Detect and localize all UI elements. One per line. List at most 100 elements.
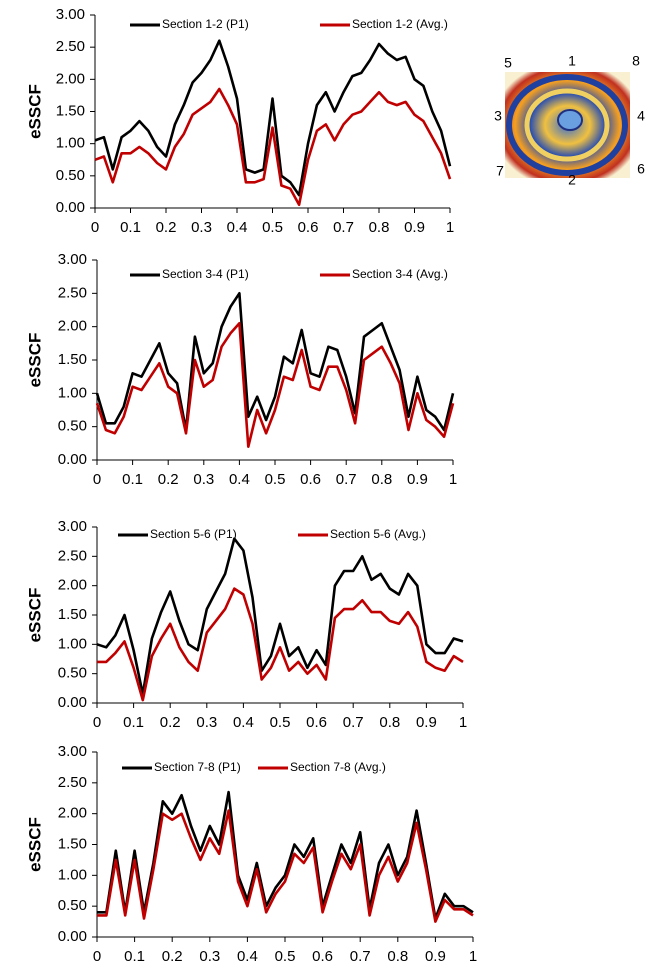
inset-core [557,109,583,131]
y-tick-label: 2.50 [56,38,85,55]
y-tick-label: 1.00 [56,135,85,152]
x-tick-label: 0.8 [371,471,392,488]
x-tick-label: 0.1 [120,219,141,236]
y-tick-label: 1.00 [58,635,87,652]
x-tick-label: 0.6 [298,219,319,236]
y-tick-label: 1.50 [56,102,85,119]
y-tick-label: 3.00 [58,743,87,760]
x-tick-label: 0.4 [227,219,248,236]
x-tick-label: 0.9 [404,219,425,236]
x-tick-label: 0.3 [196,714,217,731]
x-tick-label: 0.4 [237,948,258,965]
y-tick-label: 0.00 [58,694,87,711]
y-tick-label: 0.50 [58,897,87,914]
series-line [94,87,452,207]
x-tick-label: 0.5 [262,219,283,236]
x-tick-label: 0.7 [350,948,371,965]
y-tick-label: 0.00 [56,199,85,216]
x-tick-label: 0.7 [336,471,357,488]
y-tick-label: 2.00 [58,805,87,822]
y-tick-label: 0.50 [56,167,85,184]
y-axis-title: eSSCF [25,817,44,872]
y-tick-label: 2.00 [56,70,85,87]
x-tick-label: 1 [446,219,454,236]
x-tick-label: 0.8 [369,219,390,236]
x-tick-label: 0.2 [162,948,183,965]
legend-label: Section 1-2 (Avg.) [352,17,448,31]
series-line [97,809,474,923]
series-line [97,790,474,920]
x-tick-label: 0.9 [425,948,446,965]
x-tick-label: 0 [93,714,101,731]
inset-label: 5 [504,55,512,71]
y-tick-label: 2.00 [58,577,87,594]
x-tick-label: 1 [459,714,467,731]
x-tick-label: 0.5 [275,948,296,965]
inset-label: 3 [494,108,502,124]
x-tick-label: 0.1 [123,714,144,731]
x-tick-label: 0.1 [124,948,145,965]
y-tick-label: 2.50 [58,547,87,564]
x-tick-label: 0.4 [229,471,250,488]
chart: 0.00 0.50 1.00 1.50 2.00 2.50 3.00 0 0.1 0.2 0.3 0.… [25,6,454,236]
y-tick-label: 0.00 [58,451,87,468]
y-tick-label: 1.50 [58,351,87,368]
x-tick-label: 0.8 [379,714,400,731]
y-tick-label: 2.00 [58,318,87,335]
chart: 0.00 0.50 1.00 1.50 2.00 2.50 3.00 0 0.1 0.2 0.3 0.… [25,518,467,731]
series-line [95,322,455,448]
inset-label: 8 [632,53,640,69]
y-tick-label: 1.00 [58,384,87,401]
legend-label: Section 5-6 (Avg.) [330,527,426,541]
y-tick-label: 0.50 [58,418,87,435]
x-tick-label: 0 [93,471,101,488]
legend-label: Section 7-8 (Avg.) [290,760,386,774]
inset-label: 2 [568,172,576,188]
inset-label: 4 [637,108,645,124]
x-tick-label: 0.3 [193,471,214,488]
y-tick-label: 1.50 [58,835,87,852]
inset-label: 6 [637,161,645,177]
x-tick-label: 0.2 [160,714,181,731]
legend-label: Section 3-4 (P1) [162,267,249,281]
y-axis-title: eSSCF [25,588,44,643]
legend-label: Section 5-6 (P1) [150,527,237,541]
x-tick-label: 0.9 [407,471,428,488]
chart: 0.00 0.50 1.00 1.50 2.00 2.50 3.00 0 0.1 0.2 0.3 0.… [25,251,457,488]
inset-ring [506,74,628,176]
x-tick-label: 0.9 [416,714,437,731]
y-tick-label: 0.50 [58,665,87,682]
series-line [97,587,464,702]
x-tick-label: 0.2 [156,219,177,236]
x-tick-label: 0.3 [191,219,212,236]
x-tick-label: 0.6 [306,714,327,731]
y-axis-title: eSSCF [25,84,44,139]
y-tick-label: 3.00 [58,518,87,535]
y-tick-label: 2.50 [58,774,87,791]
inset-image: 1 2 3 4 5 6 7 8 [494,53,645,188]
series-line [94,39,452,197]
y-axis-title: eSSCF [25,333,44,388]
series-line [95,292,455,432]
x-tick-label: 0.1 [122,471,143,488]
inset-label: 1 [568,53,576,69]
y-tick-label: 3.00 [58,251,87,268]
chart: 0.00 0.50 1.00 1.50 2.00 2.50 3.00 0 0.1 0.2 0.3 0.… [25,743,477,965]
inset-ring [524,88,610,162]
x-tick-label: 0.3 [199,948,220,965]
x-tick-label: 0.2 [158,471,179,488]
y-tick-label: 3.00 [56,6,85,23]
x-tick-label: 0.8 [387,948,408,965]
legend-label: Section 7-8 (P1) [154,760,241,774]
y-tick-label: 1.00 [58,866,87,883]
x-tick-label: 0 [93,948,101,965]
x-tick-label: 0.4 [233,714,254,731]
x-tick-label: 0.7 [343,714,364,731]
x-tick-label: 1 [469,948,477,965]
y-tick-label: 0.00 [58,928,87,945]
x-tick-label: 0.6 [312,948,333,965]
x-tick-label: 0.5 [265,471,286,488]
x-tick-label: 1 [449,471,457,488]
y-tick-label: 2.50 [58,284,87,301]
